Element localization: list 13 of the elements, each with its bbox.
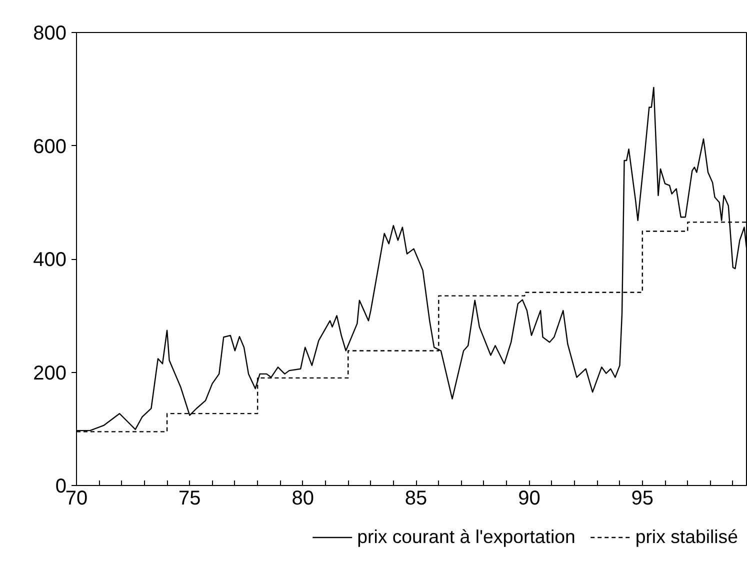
legend-label: prix stabilisé [635,526,738,548]
legend-label: prix courant à l'exportation [357,526,576,548]
x-tick-label: 95 [631,488,654,510]
y-tick-label: 800 [33,22,67,44]
x-tick-label: 80 [292,488,314,510]
y-tick-label: 600 [33,136,67,158]
y-tick-label: 200 [33,362,67,384]
x-tick-label: 85 [404,488,428,510]
y-tick-label: 0 [55,476,66,498]
y-tick-label: 400 [33,249,67,271]
x-tick-label: 75 [178,488,201,510]
x-tick-label: 70 [65,488,88,510]
x-tick-label: 90 [518,488,540,510]
